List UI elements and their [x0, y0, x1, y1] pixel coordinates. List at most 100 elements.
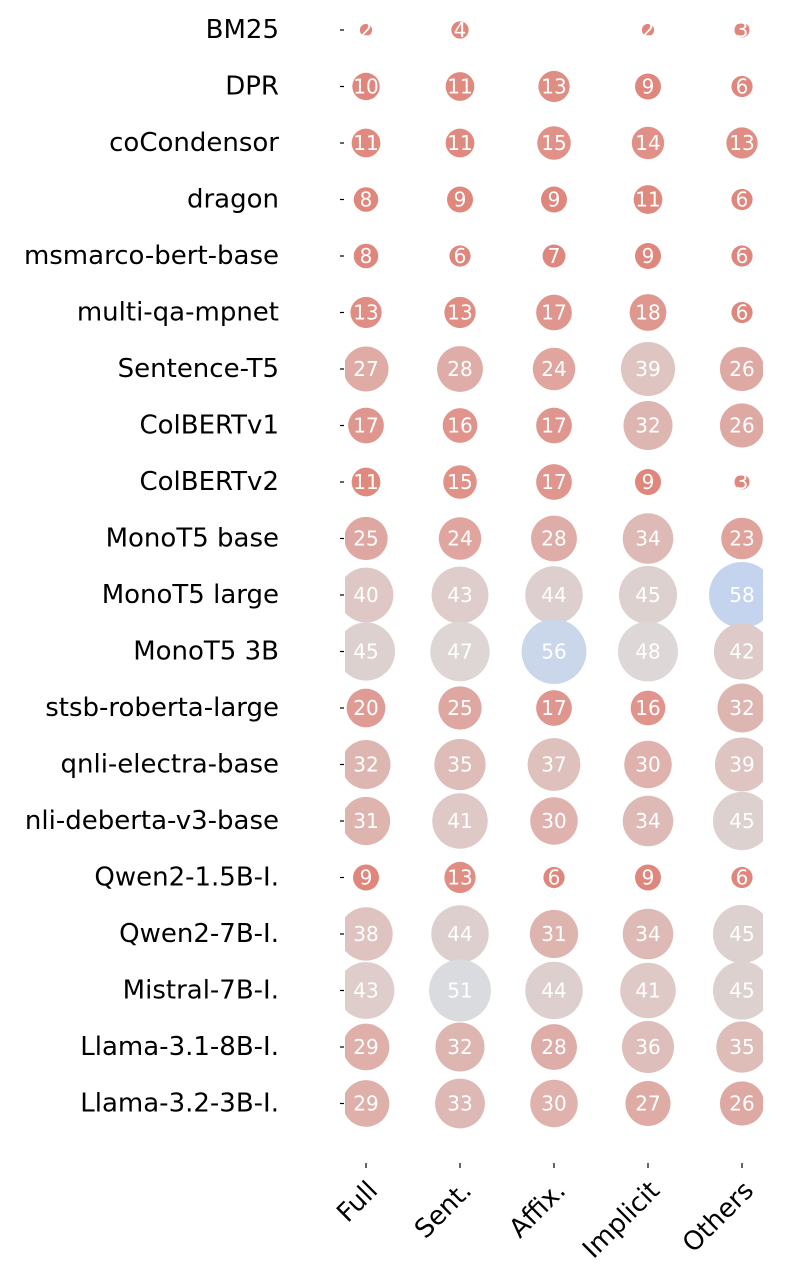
bubble-value: 25 — [447, 696, 472, 720]
bubble: 18 — [629, 294, 667, 331]
bubble: 17 — [536, 294, 572, 331]
bubble-value: 30 — [541, 809, 566, 833]
bubble-circle — [617, 621, 679, 682]
bubble: 6 — [731, 75, 753, 99]
bubble-value: 28 — [541, 1035, 566, 1059]
bubble-value: 44 — [447, 922, 472, 946]
bubble-value: 38 — [353, 922, 378, 946]
bubble: 30 — [530, 1079, 578, 1128]
col-ticks — [365, 1163, 743, 1168]
bubble: 39 — [620, 341, 676, 397]
bubble-circle — [620, 962, 676, 1019]
bubble-circle — [352, 72, 380, 101]
bubble: 13 — [538, 70, 570, 103]
bubble-value: 4 — [454, 18, 467, 42]
bubble: 16 — [630, 690, 666, 726]
bubble-circle — [345, 739, 391, 790]
bubble-value: 3 — [736, 470, 749, 494]
bubble-circle — [635, 864, 661, 891]
bubble: 25 — [438, 686, 482, 730]
bubble-value: 15 — [447, 470, 472, 494]
bubble-circle — [731, 188, 753, 211]
bubble-circle — [622, 1021, 674, 1073]
bubble-value: 13 — [541, 75, 566, 99]
bubble-value: 48 — [635, 640, 660, 664]
bubble-value: 6 — [736, 188, 749, 212]
bubble-value: 39 — [635, 357, 660, 381]
bubble: 43 — [431, 566, 489, 624]
bubble-circle — [435, 1078, 485, 1129]
bubble-circle — [719, 1081, 763, 1126]
bubble-value: 33 — [447, 1092, 472, 1116]
bubble: 20 — [346, 688, 386, 728]
bubble-circle — [444, 296, 476, 329]
row-label: msmarco-bert-base — [24, 241, 279, 271]
bubble-circle — [625, 1080, 671, 1127]
bubble-circle — [447, 186, 473, 213]
bubble-value: 29 — [353, 1092, 378, 1116]
bubble-circle — [721, 517, 763, 560]
bubble-value: 51 — [447, 979, 472, 1003]
bubble: 41 — [620, 962, 676, 1019]
bubble: 26 — [719, 346, 763, 392]
bubble-value: 10 — [353, 75, 378, 99]
bubble-value: 16 — [635, 696, 660, 720]
bubble-value: 13 — [729, 131, 754, 155]
bubble-value: 17 — [541, 301, 566, 325]
bubble: 24 — [532, 347, 576, 391]
bubble-circle — [622, 908, 674, 960]
bubble-value: 32 — [447, 1035, 472, 1059]
bubble: 56 — [521, 619, 587, 684]
bubble: 6 — [731, 244, 753, 268]
bubble: 8 — [353, 243, 379, 269]
bubble-circle — [712, 791, 763, 851]
bubble-circle — [726, 127, 758, 159]
bubble-value: 9 — [642, 244, 655, 268]
bubble-value: 26 — [729, 414, 754, 438]
bubble: 26 — [719, 403, 763, 448]
bubble: 30 — [530, 797, 578, 845]
bubble-circle — [538, 70, 570, 103]
bubble-value: 56 — [541, 640, 566, 664]
bubble-circle — [712, 904, 763, 964]
bubble: 17 — [536, 407, 572, 444]
bubble: 51 — [429, 959, 491, 1022]
bubble-circle — [531, 515, 577, 562]
row-label: dragon — [187, 185, 279, 215]
bubble-circle — [623, 400, 673, 451]
bubble-value: 11 — [353, 131, 378, 155]
bubble-value: 8 — [360, 244, 373, 268]
bubble: 31 — [529, 909, 579, 959]
bubble-value: 35 — [729, 1035, 754, 1059]
bubble-value: 45 — [353, 640, 378, 664]
bubble-circle — [620, 341, 676, 397]
col-label: Sent. — [409, 1176, 478, 1245]
bubble: 29 — [345, 1080, 390, 1127]
bubble-circle — [713, 623, 763, 680]
bubble-circle — [531, 1024, 577, 1070]
bubble: 2 — [642, 18, 655, 42]
bubble-value: 43 — [447, 583, 472, 607]
bubble-value: 34 — [635, 809, 660, 833]
bubble-value: 13 — [447, 866, 472, 890]
bubble-circle — [532, 347, 576, 391]
bubble: 30 — [624, 740, 672, 789]
bubble-value: 17 — [541, 696, 566, 720]
bubble: 27 — [345, 346, 389, 392]
bubble-circle — [629, 294, 667, 331]
bubble-value: 3 — [736, 18, 749, 42]
bubble: 28 — [531, 1024, 577, 1070]
bubble-circle — [345, 567, 394, 623]
bubble-value: 26 — [729, 1092, 754, 1116]
bubble-circle — [437, 346, 483, 392]
bubble-circle — [345, 1080, 390, 1127]
bubble: 44 — [525, 961, 583, 1020]
bubble: 11 — [445, 72, 475, 101]
bubble-value: 32 — [729, 696, 754, 720]
bubble-circle — [635, 469, 661, 495]
bubble-value: 6 — [736, 866, 749, 890]
bubble: 44 — [525, 566, 583, 624]
row-label: MonoT5 large — [102, 580, 279, 610]
bubble-circle — [719, 403, 763, 448]
bubble-value: 30 — [635, 753, 660, 777]
